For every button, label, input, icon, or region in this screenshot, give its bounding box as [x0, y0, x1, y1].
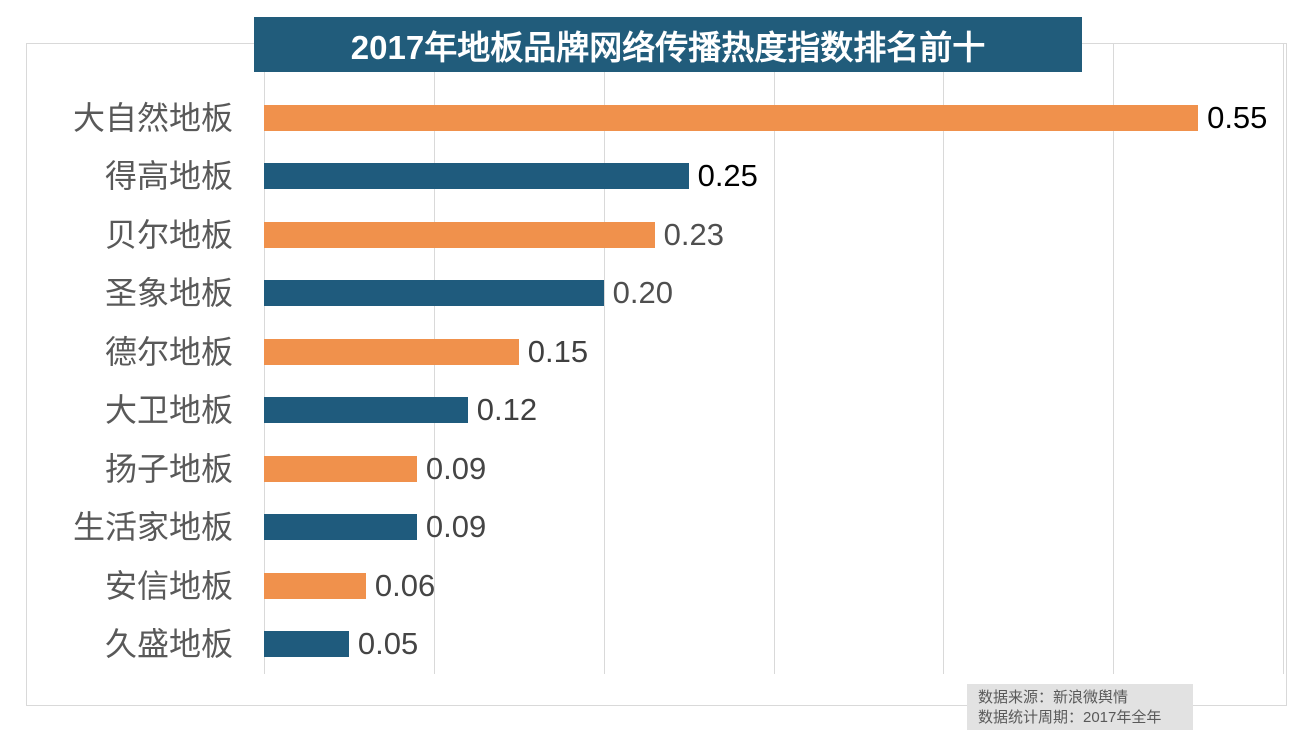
value-label: 0.12	[476, 392, 538, 428]
bar	[264, 630, 349, 657]
value-label: 0.09	[425, 450, 487, 486]
chart-title: 2017年地板品牌网络传播热度指数排名前十	[350, 28, 986, 66]
value-label: 0.06	[374, 567, 436, 603]
data-period-text: 数据统计周期：2017年全年	[978, 709, 1162, 726]
vertical-gridline	[1283, 44, 1284, 674]
value-label: 0.25	[697, 158, 758, 194]
data-source-text: 数据来源：新浪微舆情	[978, 689, 1129, 706]
category-label: 德尔地板	[104, 333, 233, 370]
value-label: 0.09	[425, 509, 487, 545]
bar	[264, 221, 655, 248]
vertical-gridline	[1113, 44, 1115, 674]
category-label: 圣象地板	[104, 275, 233, 312]
bar	[264, 338, 519, 365]
value-label: 0.55	[1207, 100, 1268, 135]
bar	[264, 514, 417, 541]
bar	[264, 105, 1199, 131]
plot-frame: 大自然地板 0.55 得高地板 0.25 贝尔地板 0.23 圣象地板 0.20 德尔地板 0.1…	[26, 43, 1287, 706]
value-label: 0.23	[663, 216, 724, 252]
bar	[264, 455, 417, 482]
bar	[264, 280, 604, 307]
bar	[264, 163, 689, 190]
value-label: 0.20	[612, 275, 673, 311]
category-label: 生活家地板	[72, 509, 233, 546]
source-note-box: 数据来源：新浪微舆情 数据统计周期：2017年全年	[967, 684, 1193, 730]
category-label: 久盛地板	[104, 625, 233, 662]
category-label: 扬子地板	[104, 450, 233, 487]
vertical-gridline	[603, 44, 605, 674]
category-label: 得高地板	[104, 158, 233, 195]
vertical-gridline	[773, 44, 775, 674]
value-label: 0.15	[527, 333, 589, 369]
bar	[264, 397, 468, 424]
chart-title-banner: 2017年地板品牌网络传播热度指数排名前十	[254, 17, 1082, 72]
category-label: 贝尔地板	[104, 216, 233, 253]
category-label: 大自然地板	[72, 100, 233, 136]
bar	[264, 572, 366, 599]
category-label: 大卫地板	[104, 392, 233, 429]
value-label: 0.05	[357, 625, 419, 661]
category-label: 安信地板	[104, 567, 233, 604]
vertical-gridline	[943, 44, 945, 674]
